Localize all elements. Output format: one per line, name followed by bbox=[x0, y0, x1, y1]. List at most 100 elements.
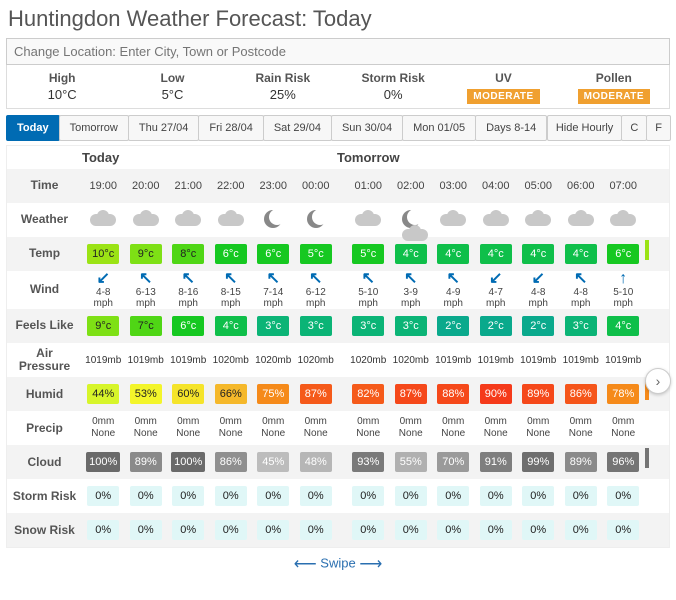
cell-time-2: 21:00 bbox=[167, 174, 210, 198]
cell-cloud-6: 93% bbox=[347, 448, 390, 476]
swipe-hint: ⟵ Swipe ⟶ bbox=[6, 548, 670, 580]
day-tab-0[interactable]: Today bbox=[6, 115, 60, 141]
cell-feels-9: 2°c bbox=[475, 312, 518, 340]
cell-time-7: 02:00 bbox=[390, 174, 433, 198]
cell-temp-1: 9°c bbox=[125, 240, 168, 268]
cell-wind-5: ↖6-12mph bbox=[295, 271, 338, 309]
cell-cloud-7: 55% bbox=[390, 448, 433, 476]
page-title: Huntingdon Weather Forecast: Today bbox=[8, 6, 670, 32]
cell-humid-1: 53% bbox=[125, 380, 168, 408]
cell-wind-0: ↙4-8mph bbox=[82, 271, 125, 309]
row-label-cloud: Cloud bbox=[7, 452, 82, 473]
cell-pressure-0: 1019mb bbox=[82, 349, 125, 372]
cell-pressure-1: 1019mb bbox=[125, 349, 168, 372]
day-tab-7[interactable]: Days 8-14 bbox=[475, 115, 547, 141]
row-label-precip: Precip bbox=[7, 418, 82, 439]
day-tab-6[interactable]: Mon 01/05 bbox=[402, 115, 476, 141]
cell-weather-1 bbox=[125, 204, 168, 237]
wind-arrow-icon: ↖ bbox=[347, 271, 390, 287]
cell-humid-7: 87% bbox=[390, 380, 433, 408]
cell-feels-2: 6°c bbox=[167, 312, 210, 340]
cell-weather-5 bbox=[295, 204, 338, 237]
cell-precip-12: 0mmNone bbox=[602, 412, 645, 444]
day-tab-4[interactable]: Sat 29/04 bbox=[263, 115, 332, 141]
cell-precip-4: 0mmNone bbox=[252, 412, 295, 444]
cell-precip-2: 0mmNone bbox=[167, 412, 210, 444]
cell-wind-10: ↙4-8mph bbox=[517, 271, 560, 309]
row-label-temp: Temp bbox=[7, 243, 82, 264]
wind-arrow-icon: ↖ bbox=[390, 271, 433, 287]
wind-arrow-icon: ↖ bbox=[432, 271, 475, 287]
cell-weather-7 bbox=[390, 204, 433, 237]
row-label-feels: Feels Like bbox=[7, 315, 82, 336]
cell-time-1: 20:00 bbox=[125, 174, 168, 198]
cell-time-5: 00:00 bbox=[295, 174, 338, 198]
cell-stormrisk-11: 0% bbox=[560, 482, 603, 510]
cell-humid-0: 44% bbox=[82, 380, 125, 408]
cell-feels-4: 3°c bbox=[252, 312, 295, 340]
cell-wind-12: ↑5-10mph bbox=[602, 271, 645, 309]
day-tab-3[interactable]: Fri 28/04 bbox=[198, 115, 263, 141]
cell-temp-2: 8°c bbox=[167, 240, 210, 268]
cell-temp-6: 5°c bbox=[347, 240, 390, 268]
cell-pressure-10: 1019mb bbox=[517, 349, 560, 372]
cell-wind-7: ↖3-9mph bbox=[390, 271, 433, 309]
cell-stormrisk-3: 0% bbox=[210, 482, 253, 510]
cell-snowrisk-6: 0% bbox=[347, 516, 390, 544]
cell-time-4: 23:00 bbox=[252, 174, 295, 198]
wind-arrow-icon: ↙ bbox=[475, 271, 518, 287]
row-label-time: Time bbox=[7, 175, 82, 196]
cell-wind-1: ↖6-13mph bbox=[125, 271, 168, 309]
cell-temp-10: 4°c bbox=[517, 240, 560, 268]
scroll-right-button[interactable]: › bbox=[645, 368, 671, 394]
cell-cloud-10: 99% bbox=[517, 448, 560, 476]
cell-cloud-2: 100% bbox=[167, 448, 210, 476]
summary-pollen-badge: MODERATE bbox=[578, 89, 650, 104]
row-label-pressure: Air Pressure bbox=[7, 343, 82, 377]
cell-wind-11: ↖4-8mph bbox=[560, 271, 603, 309]
cell-weather-0 bbox=[82, 204, 125, 237]
cell-stormrisk-8: 0% bbox=[432, 482, 475, 510]
cell-humid-5: 87% bbox=[295, 380, 338, 408]
cell-feels-5: 3°c bbox=[295, 312, 338, 340]
cell-snowrisk-3: 0% bbox=[210, 516, 253, 544]
cell-cloud-4: 45% bbox=[252, 448, 295, 476]
cell-feels-1: 7°c bbox=[125, 312, 168, 340]
cell-wind-3: ↖8-15mph bbox=[210, 271, 253, 309]
cell-snowrisk-8: 0% bbox=[432, 516, 475, 544]
cell-weather-6 bbox=[347, 204, 390, 237]
row-cloud: Cloud100%89%100%86%45%48%93%55%70%91%99%… bbox=[7, 445, 669, 479]
cell-temp-0: 10°c bbox=[82, 240, 125, 268]
cell-wind-6: ↖5-10mph bbox=[347, 271, 390, 309]
control-0[interactable]: Hide Hourly bbox=[547, 115, 622, 141]
summary-low-label: Low bbox=[117, 71, 227, 85]
cell-feels-3: 4°c bbox=[210, 312, 253, 340]
cell-pressure-4: 1020mb bbox=[252, 349, 295, 372]
wind-arrow-icon: ↖ bbox=[252, 271, 295, 287]
cell-feels-12: 4°c bbox=[602, 312, 645, 340]
cell-snowrisk-9: 0% bbox=[475, 516, 518, 544]
cell-precip-6: 0mmNone bbox=[347, 412, 390, 444]
cell-temp-9: 4°c bbox=[475, 240, 518, 268]
cell-feels-8: 2°c bbox=[432, 312, 475, 340]
cell-time-9: 04:00 bbox=[475, 174, 518, 198]
control-2[interactable]: F bbox=[646, 115, 671, 141]
day-tab-5[interactable]: Sun 30/04 bbox=[331, 115, 403, 141]
cell-stormrisk-10: 0% bbox=[517, 482, 560, 510]
row-time: Time19:0020:0021:0022:0023:0000:0001:000… bbox=[7, 169, 669, 203]
row-feels: Feels Like9°c7°c6°c4°c3°c3°c3°c3°c2°c2°c… bbox=[7, 309, 669, 343]
cell-time-3: 22:00 bbox=[210, 174, 253, 198]
cell-snowrisk-5: 0% bbox=[295, 516, 338, 544]
row-humid: Humid44%53%60%66%75%87%82%87%88%90%89%86… bbox=[7, 377, 669, 411]
day-tab-2[interactable]: Thu 27/04 bbox=[128, 115, 200, 141]
cell-time-6: 01:00 bbox=[347, 174, 390, 198]
cell-feels-0: 9°c bbox=[82, 312, 125, 340]
cell-snowrisk-4: 0% bbox=[252, 516, 295, 544]
cell-time-10: 05:00 bbox=[517, 174, 560, 198]
control-1[interactable]: C bbox=[621, 115, 647, 141]
cell-pressure-3: 1020mb bbox=[210, 349, 253, 372]
cell-humid-6: 82% bbox=[347, 380, 390, 408]
row-label-stormrisk: Storm Risk bbox=[7, 486, 82, 507]
location-input[interactable] bbox=[6, 38, 670, 65]
day-tab-1[interactable]: Tomorrow bbox=[59, 115, 129, 141]
